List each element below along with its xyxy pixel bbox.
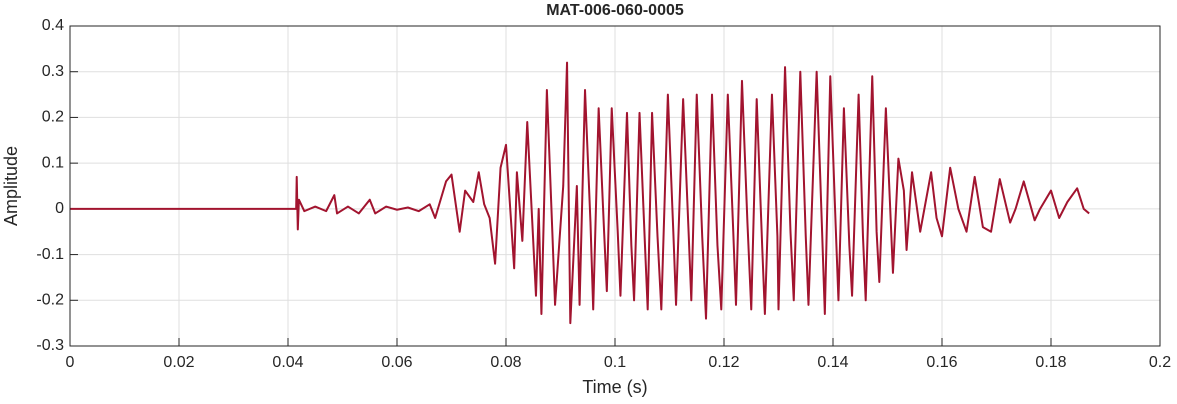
x-tick-label: 0.18 [1035,354,1066,371]
waveform-line [70,61,1090,325]
x-tick-label: 0.04 [272,354,303,371]
y-tick-label: -0.2 [36,292,64,309]
y-tick-label: 0.4 [42,17,64,34]
y-axis-label: Amplitude [1,146,21,226]
axes-box [69,25,1161,347]
y-tick-label: 0 [55,200,64,217]
y-tick-label: 0.2 [42,109,64,126]
chart-title: MAT-006-060-0005 [546,2,684,19]
x-axis-label: Time (s) [582,377,647,397]
x-tick-label: 0.06 [381,354,412,371]
x-tick-label: 0 [66,354,75,371]
x-tick-label: 0.12 [708,354,739,371]
x-tick-label: 0.16 [926,354,957,371]
x-tick-label: 0.1 [604,354,626,371]
y-tick-label: -0.3 [36,337,64,354]
y-tick-label: 0.1 [42,154,64,171]
x-tick-label: 0.02 [163,354,194,371]
y-tick-label: 0.3 [42,63,64,80]
y-tick-label: -0.1 [36,246,64,263]
x-tick-label: 0.08 [490,354,521,371]
x-tick-label: 0.14 [817,354,848,371]
x-tick-label: 0.2 [1149,354,1171,371]
